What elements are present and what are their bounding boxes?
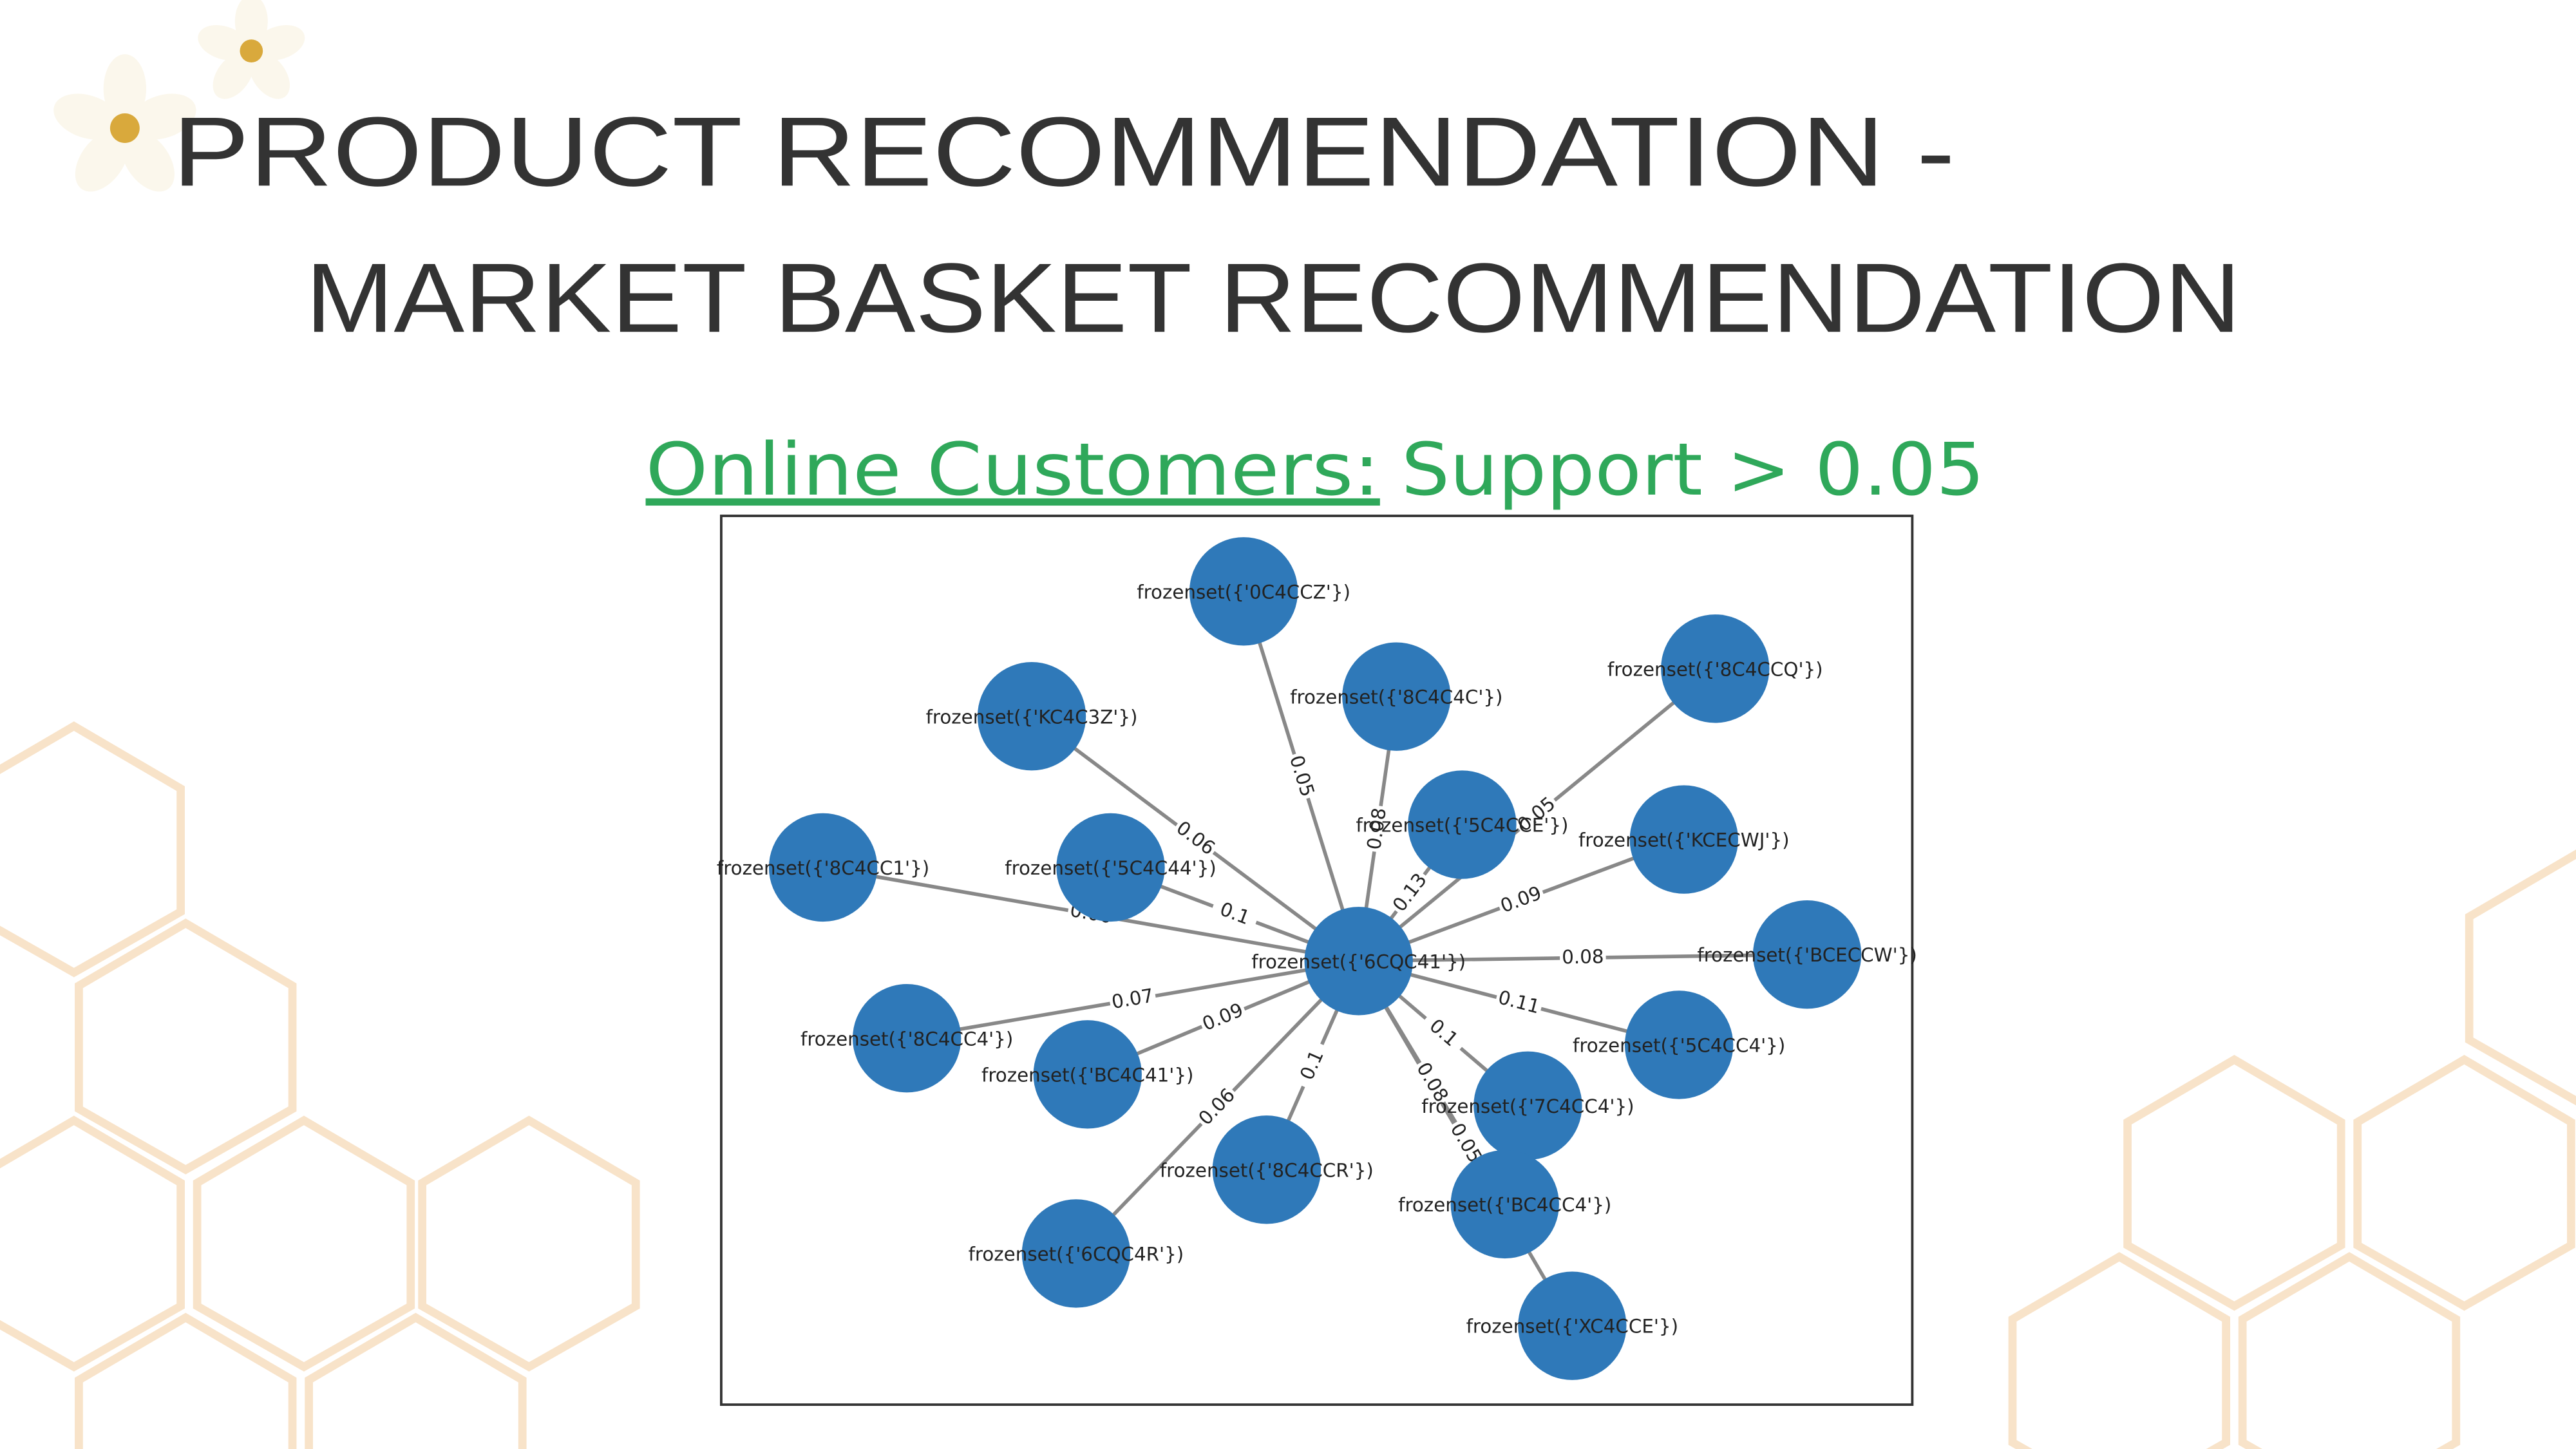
edge-label-bg: [1197, 998, 1249, 1037]
node: [1752, 900, 1862, 1009]
node-label: frozenset({'8C4CC1'}): [717, 857, 929, 879]
edge-label-bg: [1108, 984, 1158, 1015]
node: [1304, 907, 1413, 1016]
edge-label-bg: [1559, 945, 1606, 970]
node-label: frozenset({'8C4C4C'}): [1290, 687, 1502, 708]
edge-label-bg: [1283, 750, 1320, 802]
node-label: frozenset({'6CQC4R'}): [969, 1243, 1184, 1265]
edge-label-bg: [1511, 791, 1562, 838]
title-line-2: MARKET BASKET RECOMMENDATION: [305, 243, 2240, 353]
node-label: frozenset({'BC4CC4'}): [1398, 1194, 1611, 1216]
node: [1212, 1115, 1321, 1224]
node: [1629, 785, 1738, 894]
node: [1624, 990, 1734, 1099]
node: [768, 813, 878, 922]
node: [1342, 642, 1451, 751]
node-label: frozenset({'BC4C41'}): [981, 1064, 1193, 1086]
node: [1408, 770, 1517, 879]
node-label: frozenset({'0C4CCZ'}): [1137, 581, 1350, 603]
node: [977, 662, 1086, 771]
node-label: frozenset({'KC4C3Z'}): [926, 706, 1138, 728]
edge-label-bg: [1170, 815, 1221, 862]
edge-label-bg: [1444, 1117, 1487, 1170]
node: [1033, 1020, 1142, 1129]
subtitle-text: Support > 0.05: [1401, 428, 1985, 512]
node: [1021, 1199, 1131, 1308]
edge-label-bg: [1410, 1057, 1454, 1108]
node-label: frozenset({'BCECCW'}): [1697, 944, 1917, 966]
subtitle-link: Online Customers:: [646, 428, 1380, 512]
edge-label-bg: [1363, 804, 1392, 853]
node-label: frozenset({'8C4CCQ'}): [1607, 658, 1823, 680]
edge-label-bg: [1209, 895, 1260, 933]
flower-decor: [53, 0, 305, 192]
node: [1189, 537, 1298, 646]
edge-label-bg: [1193, 1083, 1242, 1132]
node-label: frozenset({'5C4CCE'}): [1356, 815, 1568, 837]
nodes: frozenset({'6CQC41'}) frozenset({'0C4CCZ'…: [717, 537, 1917, 1380]
hexagon-decor: [0, 721, 2576, 1449]
edge-label-bg: [1493, 986, 1544, 1020]
node: [1661, 614, 1770, 723]
edge-label-bg: [1387, 867, 1434, 918]
node-label: frozenset({'KCECWJ'}): [1578, 829, 1790, 851]
node: [1518, 1271, 1627, 1380]
node: [1473, 1051, 1582, 1160]
node: [1450, 1150, 1559, 1259]
title-line-1: PRODUCT RECOMMENDATION -: [173, 97, 1955, 207]
node-label: frozenset({'8C4CCR'}): [1160, 1159, 1374, 1181]
node-label: frozenset({'5C4CC4'}): [1573, 1035, 1785, 1057]
node-label: frozenset({'5C4C44'}): [1005, 857, 1216, 879]
node-label: frozenset({'XC4CCE'}): [1466, 1316, 1678, 1338]
edge-label-bg: [1293, 1039, 1333, 1092]
node-label: frozenset({'6CQC41'}): [1251, 951, 1466, 972]
edge-label: 0.08: [1562, 945, 1604, 968]
edge-label-bg: [1495, 881, 1547, 920]
node: [1056, 813, 1165, 922]
node-label: frozenset({'8C4CC4'}): [800, 1028, 1013, 1050]
node: [852, 984, 961, 1093]
edge-label-bg: [1418, 1009, 1468, 1057]
node-label: frozenset({'7C4CC4'}): [1421, 1095, 1634, 1117]
